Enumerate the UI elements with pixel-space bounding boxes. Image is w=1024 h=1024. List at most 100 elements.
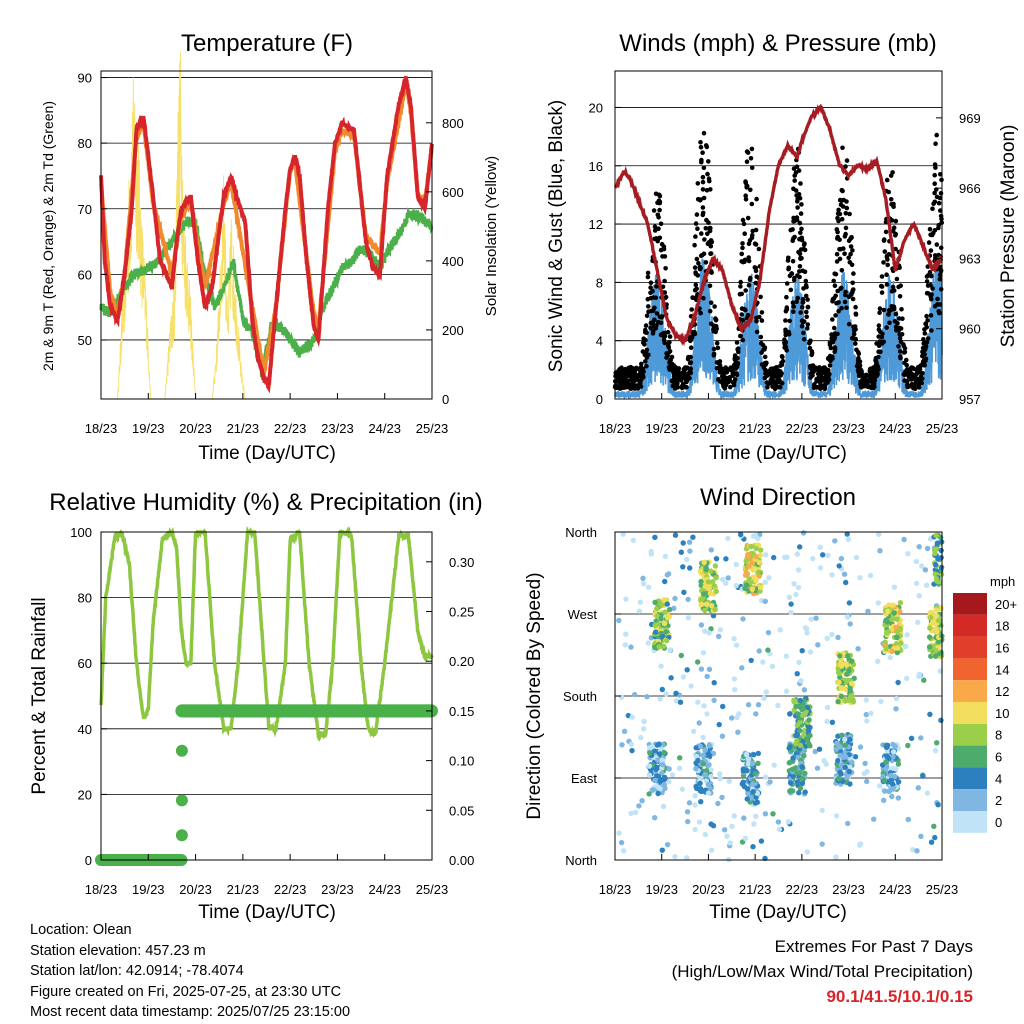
direction-point bbox=[724, 833, 730, 839]
direction-point bbox=[857, 744, 864, 750]
direction-point bbox=[700, 650, 707, 656]
direction-point bbox=[847, 736, 853, 743]
direction-point bbox=[657, 778, 663, 784]
direction-point bbox=[765, 647, 771, 653]
direction-point bbox=[751, 752, 757, 758]
direction-point bbox=[931, 823, 937, 829]
sonic-wind-line bbox=[614, 256, 943, 401]
gust-point bbox=[934, 132, 939, 138]
direction-point bbox=[652, 599, 658, 605]
gust-point bbox=[849, 262, 855, 268]
direction-point bbox=[709, 579, 716, 585]
gust-point bbox=[653, 191, 659, 197]
x-tick-label: 22/23 bbox=[786, 421, 819, 436]
gust-point bbox=[719, 379, 725, 385]
gust-point bbox=[833, 313, 838, 318]
x-tick-label: 18/23 bbox=[85, 882, 118, 897]
direction-point bbox=[721, 827, 728, 833]
gust-point bbox=[654, 311, 660, 316]
direction-point bbox=[656, 774, 662, 780]
direction-point bbox=[661, 620, 668, 627]
direction-point bbox=[622, 642, 628, 648]
direction-point bbox=[654, 613, 660, 619]
direction-xlabel: Time (Day/UTC) bbox=[709, 902, 847, 923]
x-tick-label: 21/23 bbox=[227, 882, 260, 897]
direction-point bbox=[717, 627, 723, 633]
direction-point bbox=[879, 762, 886, 768]
gust-point bbox=[851, 328, 857, 333]
y-tick-label-left: North bbox=[565, 525, 597, 540]
direction-point bbox=[717, 776, 723, 782]
y-tick-label-left: 60 bbox=[78, 267, 92, 282]
gust-point bbox=[840, 145, 845, 151]
gust-point bbox=[835, 288, 840, 294]
gust-point bbox=[705, 241, 711, 247]
gust-point bbox=[843, 211, 849, 216]
direction-point bbox=[795, 711, 801, 717]
direction-point bbox=[702, 831, 708, 838]
gust-point bbox=[643, 323, 649, 328]
direction-point bbox=[890, 602, 896, 608]
y-tick-label-right: 0.10 bbox=[449, 754, 474, 769]
direction-point bbox=[824, 704, 831, 711]
direction-point bbox=[926, 644, 933, 650]
gust-point bbox=[733, 359, 738, 365]
gust-point bbox=[769, 377, 774, 383]
gust-point bbox=[743, 197, 749, 202]
direction-point bbox=[680, 540, 686, 546]
gust-point bbox=[937, 195, 943, 201]
gust-point bbox=[798, 247, 804, 252]
direction-point bbox=[712, 606, 718, 613]
gust-point bbox=[738, 284, 743, 289]
speed-legend: mph 20+ 18 16 14 12 10 8 6 4 2 0 bbox=[953, 574, 1017, 833]
gust-point bbox=[693, 234, 698, 239]
direction-point bbox=[652, 629, 659, 635]
y-tick-label-left: North bbox=[565, 853, 597, 868]
gust-point bbox=[797, 269, 802, 274]
gust-point bbox=[758, 294, 763, 300]
y-tick-label-right: 0.00 bbox=[449, 853, 474, 868]
direction-point bbox=[684, 556, 690, 563]
legend-swatch bbox=[953, 658, 987, 681]
y-tick-label-left: 0 bbox=[85, 853, 92, 868]
legend-swatch bbox=[953, 680, 987, 702]
direction-point bbox=[797, 742, 804, 748]
direction-point bbox=[702, 747, 708, 753]
gust-point bbox=[646, 304, 651, 309]
x-tick-label: 19/23 bbox=[645, 421, 678, 436]
gust-point bbox=[784, 294, 789, 300]
direction-point bbox=[916, 544, 922, 550]
gust-point bbox=[711, 351, 717, 357]
winds-xlabel: Time (Day/UTC) bbox=[709, 443, 847, 464]
temperature-ylabel-right: Solar Insolation (Yellow) bbox=[483, 156, 500, 316]
direction-point bbox=[820, 552, 826, 558]
gust-point bbox=[636, 372, 642, 378]
direction-point bbox=[847, 685, 853, 691]
direction-title: Wind Direction bbox=[700, 484, 856, 511]
gust-point bbox=[740, 259, 746, 265]
direction-point bbox=[927, 610, 933, 616]
gust-point bbox=[831, 278, 836, 284]
x-tick-label: 23/23 bbox=[321, 882, 354, 897]
x-tick-label: 21/23 bbox=[227, 421, 260, 436]
direction-point bbox=[836, 776, 842, 782]
gust-point bbox=[731, 380, 737, 385]
direction-point bbox=[797, 785, 804, 791]
gust-point bbox=[639, 361, 644, 367]
gust-point bbox=[708, 300, 714, 306]
direction-point bbox=[846, 600, 853, 606]
direction-point bbox=[663, 691, 669, 697]
direction-point bbox=[804, 704, 811, 711]
direction-point bbox=[799, 780, 805, 787]
direction-point bbox=[684, 667, 690, 673]
gust-point bbox=[851, 336, 856, 341]
direction-point bbox=[893, 766, 899, 772]
x-tick-label: 25/23 bbox=[926, 421, 959, 436]
gust-point bbox=[763, 367, 768, 373]
gust-point bbox=[656, 215, 661, 220]
direction-point bbox=[758, 547, 764, 553]
direction-point bbox=[744, 786, 751, 792]
direction-point bbox=[700, 734, 706, 741]
x-tick-label: 25/23 bbox=[416, 882, 449, 897]
direction-point bbox=[667, 647, 673, 653]
